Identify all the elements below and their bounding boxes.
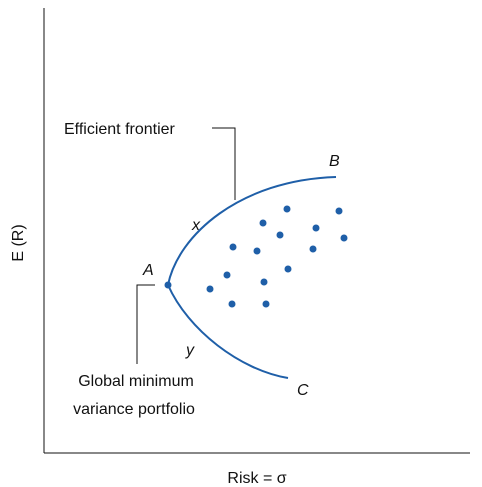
portfolio-dot [253,247,261,255]
portfolio-dot [309,245,317,253]
x-axis-label: Risk = σ [227,470,286,487]
efficient-frontier-curve [167,176,337,286]
global-minimum-label-line2: variance portfolio [73,401,195,418]
portfolio-dot [335,207,343,215]
portfolio-dot [340,234,348,242]
portfolio-dot [276,231,284,239]
portfolio-dot [260,278,268,286]
portfolio-dot [284,265,292,273]
portfolio-dot [229,243,237,251]
portfolio-dot [312,224,320,232]
portfolio-dot [262,300,270,308]
portfolio-dot [206,285,214,293]
global-minimum-point [164,281,172,289]
inefficient-branch-curve [167,284,289,379]
portfolio-dot [259,219,267,227]
y-axis-label: E (R) [10,224,27,261]
global-minimum-label-line1: Global minimum [78,373,194,390]
portfolio-dot [283,205,291,213]
efficient-frontier-leader [212,127,236,200]
point-label-a: A [142,262,154,279]
point-label-c: C [297,382,309,399]
global-minimum-leader [136,284,155,364]
portfolio-dot [223,271,231,279]
efficient-frontier-label: Efficient frontier [64,121,176,138]
portfolio-dot [228,300,236,308]
point-label-y: y [185,342,195,359]
portfolio-dots [206,205,348,308]
point-label-x: x [191,217,201,234]
point-label-b: B [329,153,340,170]
